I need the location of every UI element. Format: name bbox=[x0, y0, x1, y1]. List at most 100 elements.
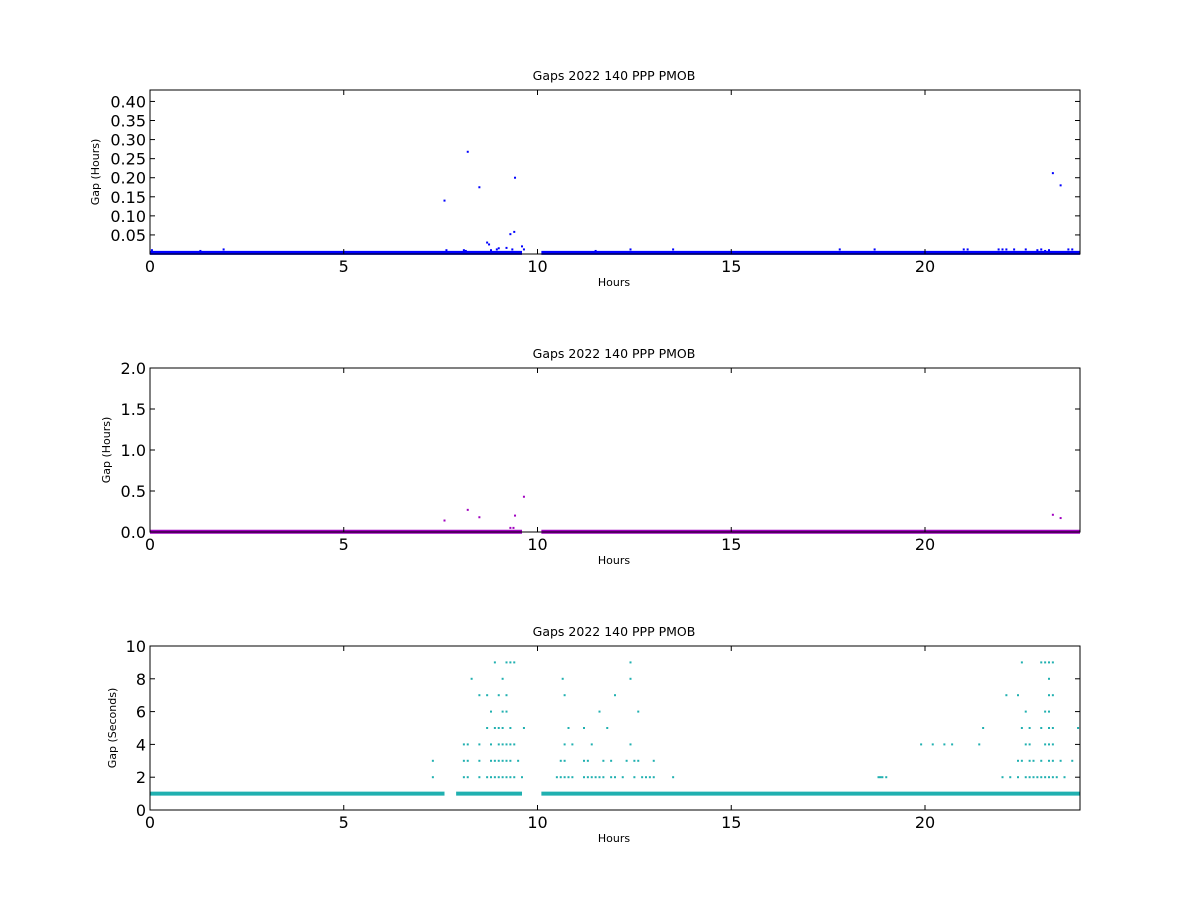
data-point bbox=[1048, 759, 1050, 762]
data-point bbox=[1051, 743, 1054, 746]
data-point bbox=[951, 743, 954, 746]
data-point bbox=[610, 776, 613, 779]
data-point bbox=[1051, 172, 1054, 175]
data-point bbox=[522, 495, 525, 498]
data-point bbox=[586, 776, 589, 779]
data-point bbox=[488, 243, 491, 246]
data-point bbox=[1044, 743, 1047, 746]
y-tick-label: 6 bbox=[136, 703, 146, 722]
data-point bbox=[501, 776, 504, 779]
data-point bbox=[462, 249, 465, 252]
data-point bbox=[462, 776, 465, 779]
data-point bbox=[470, 677, 473, 680]
y-tick-label: 0.40 bbox=[110, 92, 146, 111]
data-point bbox=[466, 759, 469, 762]
chart-title: Gaps 2022 140 PPP PMOB bbox=[533, 624, 696, 639]
x-tick-label: 5 bbox=[339, 257, 349, 276]
data-point bbox=[598, 710, 601, 713]
data-point bbox=[598, 776, 601, 779]
data-point bbox=[633, 776, 636, 779]
data-point bbox=[509, 661, 512, 664]
data-point bbox=[602, 776, 605, 779]
data-point bbox=[478, 516, 481, 519]
data-point bbox=[1077, 727, 1080, 729]
data-point bbox=[567, 776, 570, 779]
plot-frame bbox=[149, 645, 1081, 811]
data-point bbox=[1005, 694, 1008, 697]
data-point bbox=[982, 727, 985, 729]
data-point bbox=[514, 176, 517, 179]
data-point bbox=[497, 743, 500, 746]
plot-frame bbox=[149, 367, 1081, 533]
data-point bbox=[563, 743, 566, 746]
data-point bbox=[621, 776, 624, 779]
data-point bbox=[1036, 776, 1039, 779]
data-point bbox=[962, 248, 965, 251]
data-point bbox=[1059, 184, 1062, 187]
data-point bbox=[1051, 513, 1054, 516]
data-point bbox=[1063, 776, 1066, 779]
chart-title: Gaps 2022 140 PPP PMOB bbox=[533, 68, 696, 83]
data-point bbox=[493, 661, 496, 664]
data-point bbox=[583, 776, 585, 779]
data-point bbox=[1001, 776, 1004, 779]
data-point bbox=[1067, 248, 1070, 251]
gap-hours-chart-1: Gaps 2022 140 PPP PMOB Hours Gap (Hours)… bbox=[89, 68, 1081, 289]
data-point bbox=[517, 759, 520, 762]
data-point bbox=[652, 759, 655, 762]
data-point bbox=[594, 776, 597, 779]
data-point bbox=[462, 759, 465, 762]
data-point bbox=[1048, 710, 1050, 713]
data-point bbox=[555, 776, 558, 779]
data-point bbox=[509, 776, 512, 779]
data-point bbox=[571, 776, 574, 779]
data-point bbox=[486, 241, 489, 244]
data-point bbox=[606, 727, 609, 729]
data-point bbox=[478, 743, 481, 746]
data-point bbox=[563, 776, 566, 779]
data-point bbox=[486, 727, 489, 729]
x-tick-label: 15 bbox=[721, 257, 741, 276]
data-point bbox=[629, 661, 632, 664]
y-tick-label: 2 bbox=[136, 768, 146, 787]
data-point bbox=[885, 776, 888, 779]
x-tick-label: 15 bbox=[721, 535, 741, 554]
data-point bbox=[501, 710, 504, 713]
y-tick-label: 2.0 bbox=[121, 359, 146, 378]
data-point bbox=[501, 759, 504, 762]
data-point bbox=[466, 508, 469, 511]
data-point bbox=[586, 759, 589, 762]
data-point bbox=[497, 776, 500, 779]
data-point bbox=[1028, 727, 1031, 729]
data-point bbox=[522, 248, 525, 251]
data-point bbox=[1020, 759, 1023, 762]
data-point bbox=[1020, 727, 1023, 729]
data-point bbox=[490, 249, 492, 252]
x-tick-label: 10 bbox=[527, 813, 547, 832]
data-point bbox=[563, 759, 566, 762]
data-point bbox=[672, 248, 675, 251]
axis-ticks: 0 5 10 15 20 0 2 4 6 8 10 bbox=[126, 637, 1080, 832]
y-tick-label: 0.5 bbox=[121, 482, 146, 501]
data-point bbox=[838, 248, 841, 251]
data-point bbox=[1001, 248, 1004, 251]
data-point bbox=[1051, 661, 1054, 664]
data-point bbox=[583, 759, 585, 762]
data-point bbox=[1071, 759, 1074, 762]
data-point bbox=[881, 776, 884, 779]
data-point bbox=[590, 776, 593, 779]
data-point bbox=[1048, 661, 1050, 664]
data-point bbox=[493, 776, 496, 779]
data-point bbox=[509, 743, 512, 746]
data-point bbox=[931, 743, 934, 746]
data-point bbox=[1044, 249, 1047, 252]
data-point bbox=[1024, 743, 1027, 746]
data-point bbox=[486, 776, 489, 779]
data-point bbox=[625, 759, 628, 762]
data-point bbox=[466, 150, 469, 153]
data-point bbox=[1059, 517, 1062, 520]
data-point bbox=[478, 186, 481, 189]
y-axis-label: Gap (Seconds) bbox=[106, 688, 119, 769]
data-point bbox=[478, 694, 481, 697]
